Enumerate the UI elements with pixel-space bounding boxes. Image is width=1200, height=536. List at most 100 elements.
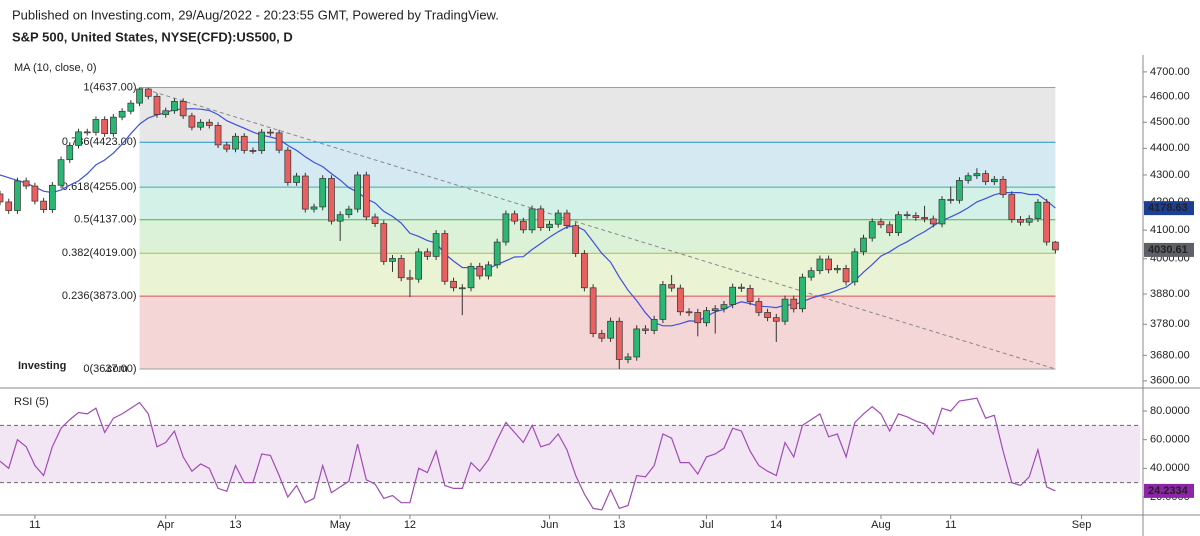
axes: 4700.004600.004500.004400.004300.004200.… [0, 55, 1200, 536]
candle-body [746, 288, 754, 302]
candle-body [240, 135, 248, 151]
candle-body [868, 221, 876, 239]
fib-label: 0(3637.00) [83, 363, 136, 375]
instrument-title: S&P 500, United States, NYSE(CFD):US500,… [12, 29, 293, 44]
candle-body [877, 221, 885, 226]
y-tick-label: 4500.00 [1150, 116, 1190, 128]
candle-body [973, 173, 981, 177]
candle-body [650, 319, 658, 331]
candle-body [389, 258, 396, 262]
candle-body [66, 145, 74, 161]
candle-body [589, 287, 597, 334]
fib-zone [139, 253, 1056, 297]
candle-body [275, 132, 283, 151]
fib-label: 0.382(4019.00) [62, 247, 137, 259]
candle-body [947, 199, 955, 201]
candle-body [162, 110, 170, 115]
candle-body [354, 174, 361, 210]
x-tick-label: Jun [541, 519, 559, 531]
candle-body [57, 159, 65, 186]
candle-body [964, 175, 972, 181]
candle-body [903, 214, 911, 217]
candle-body [406, 277, 414, 280]
candle-body [424, 251, 431, 257]
x-tick-label: 11 [945, 519, 956, 531]
published-line: Published on Investing.com, 29/Aug/2022 … [12, 7, 499, 22]
rsi-band [0, 425, 1140, 483]
x-tick-label: Apr [157, 519, 174, 531]
candle-body [188, 115, 196, 128]
candle-body [48, 184, 56, 211]
trend-line [139, 87, 1056, 370]
candle-body [110, 116, 117, 135]
candle-body [572, 225, 580, 254]
y-tick-label: 3680.00 [1150, 349, 1190, 361]
candle-body [493, 241, 501, 266]
candle-body [772, 317, 780, 322]
fib-zone [139, 142, 1056, 188]
candle-body [921, 217, 928, 220]
fib-label: 0.236(3873.00) [62, 290, 137, 302]
candle-body [676, 287, 684, 313]
candle-body [755, 301, 763, 313]
candle-body [0, 193, 4, 203]
y-tick-label: 60.0000 [1150, 434, 1190, 446]
x-tick-label: Aug [871, 519, 891, 531]
candle-body [642, 328, 649, 331]
candle-body [127, 102, 135, 112]
candle-body [171, 101, 178, 112]
candle-body [511, 213, 518, 222]
candle-body [1034, 201, 1042, 219]
candle-body [729, 286, 737, 305]
candle-body [284, 149, 292, 183]
x-tick-label: 13 [229, 519, 241, 531]
candle-body [5, 201, 13, 211]
candle-body [720, 304, 728, 310]
candle-body [537, 208, 545, 228]
candle-body [825, 258, 832, 271]
candle-body [415, 251, 423, 280]
candle-body [362, 174, 370, 218]
candle-body [450, 280, 457, 289]
candle-body [467, 265, 475, 289]
candle-body [397, 258, 405, 279]
candle-body [982, 173, 989, 183]
candle-body [83, 131, 91, 134]
candle-body [711, 308, 719, 311]
candle-body [790, 298, 798, 310]
candle-body [598, 333, 606, 339]
ma-last-box [1144, 201, 1194, 216]
candle-body [197, 121, 204, 128]
candle-body [153, 95, 161, 115]
candle-body [833, 268, 841, 271]
candle-body [476, 265, 484, 277]
candle-body [1052, 241, 1059, 251]
y-tick-label: 4700.00 [1150, 66, 1190, 78]
y-tick-label: 3880.00 [1150, 288, 1190, 300]
candle-body [301, 175, 309, 210]
candle-body [118, 110, 126, 118]
candle-body [458, 287, 466, 290]
rsi-pane [0, 397, 1140, 511]
candle-body [929, 218, 937, 225]
candle-body [40, 200, 47, 211]
rsi-line [0, 397, 1056, 511]
candle-body [267, 131, 274, 134]
candle-body [179, 101, 187, 117]
candle-body [345, 208, 353, 216]
y-tick-label: 4400.00 [1150, 142, 1190, 154]
candle-body [136, 88, 143, 104]
candle-body [694, 312, 702, 324]
candle-body [441, 233, 449, 282]
close-last-label: 4030.61 [1148, 244, 1188, 256]
candle-body [581, 253, 588, 289]
candle-body [912, 215, 920, 218]
candle-body [886, 224, 894, 234]
logo: Investing [18, 360, 66, 372]
rsi-last-label: 24.2334 [1148, 485, 1189, 497]
candle-body [214, 125, 222, 146]
candle-body [1025, 218, 1033, 223]
candle-body [101, 119, 109, 135]
x-tick-label: Sep [1072, 519, 1092, 531]
candle-body [31, 185, 39, 202]
